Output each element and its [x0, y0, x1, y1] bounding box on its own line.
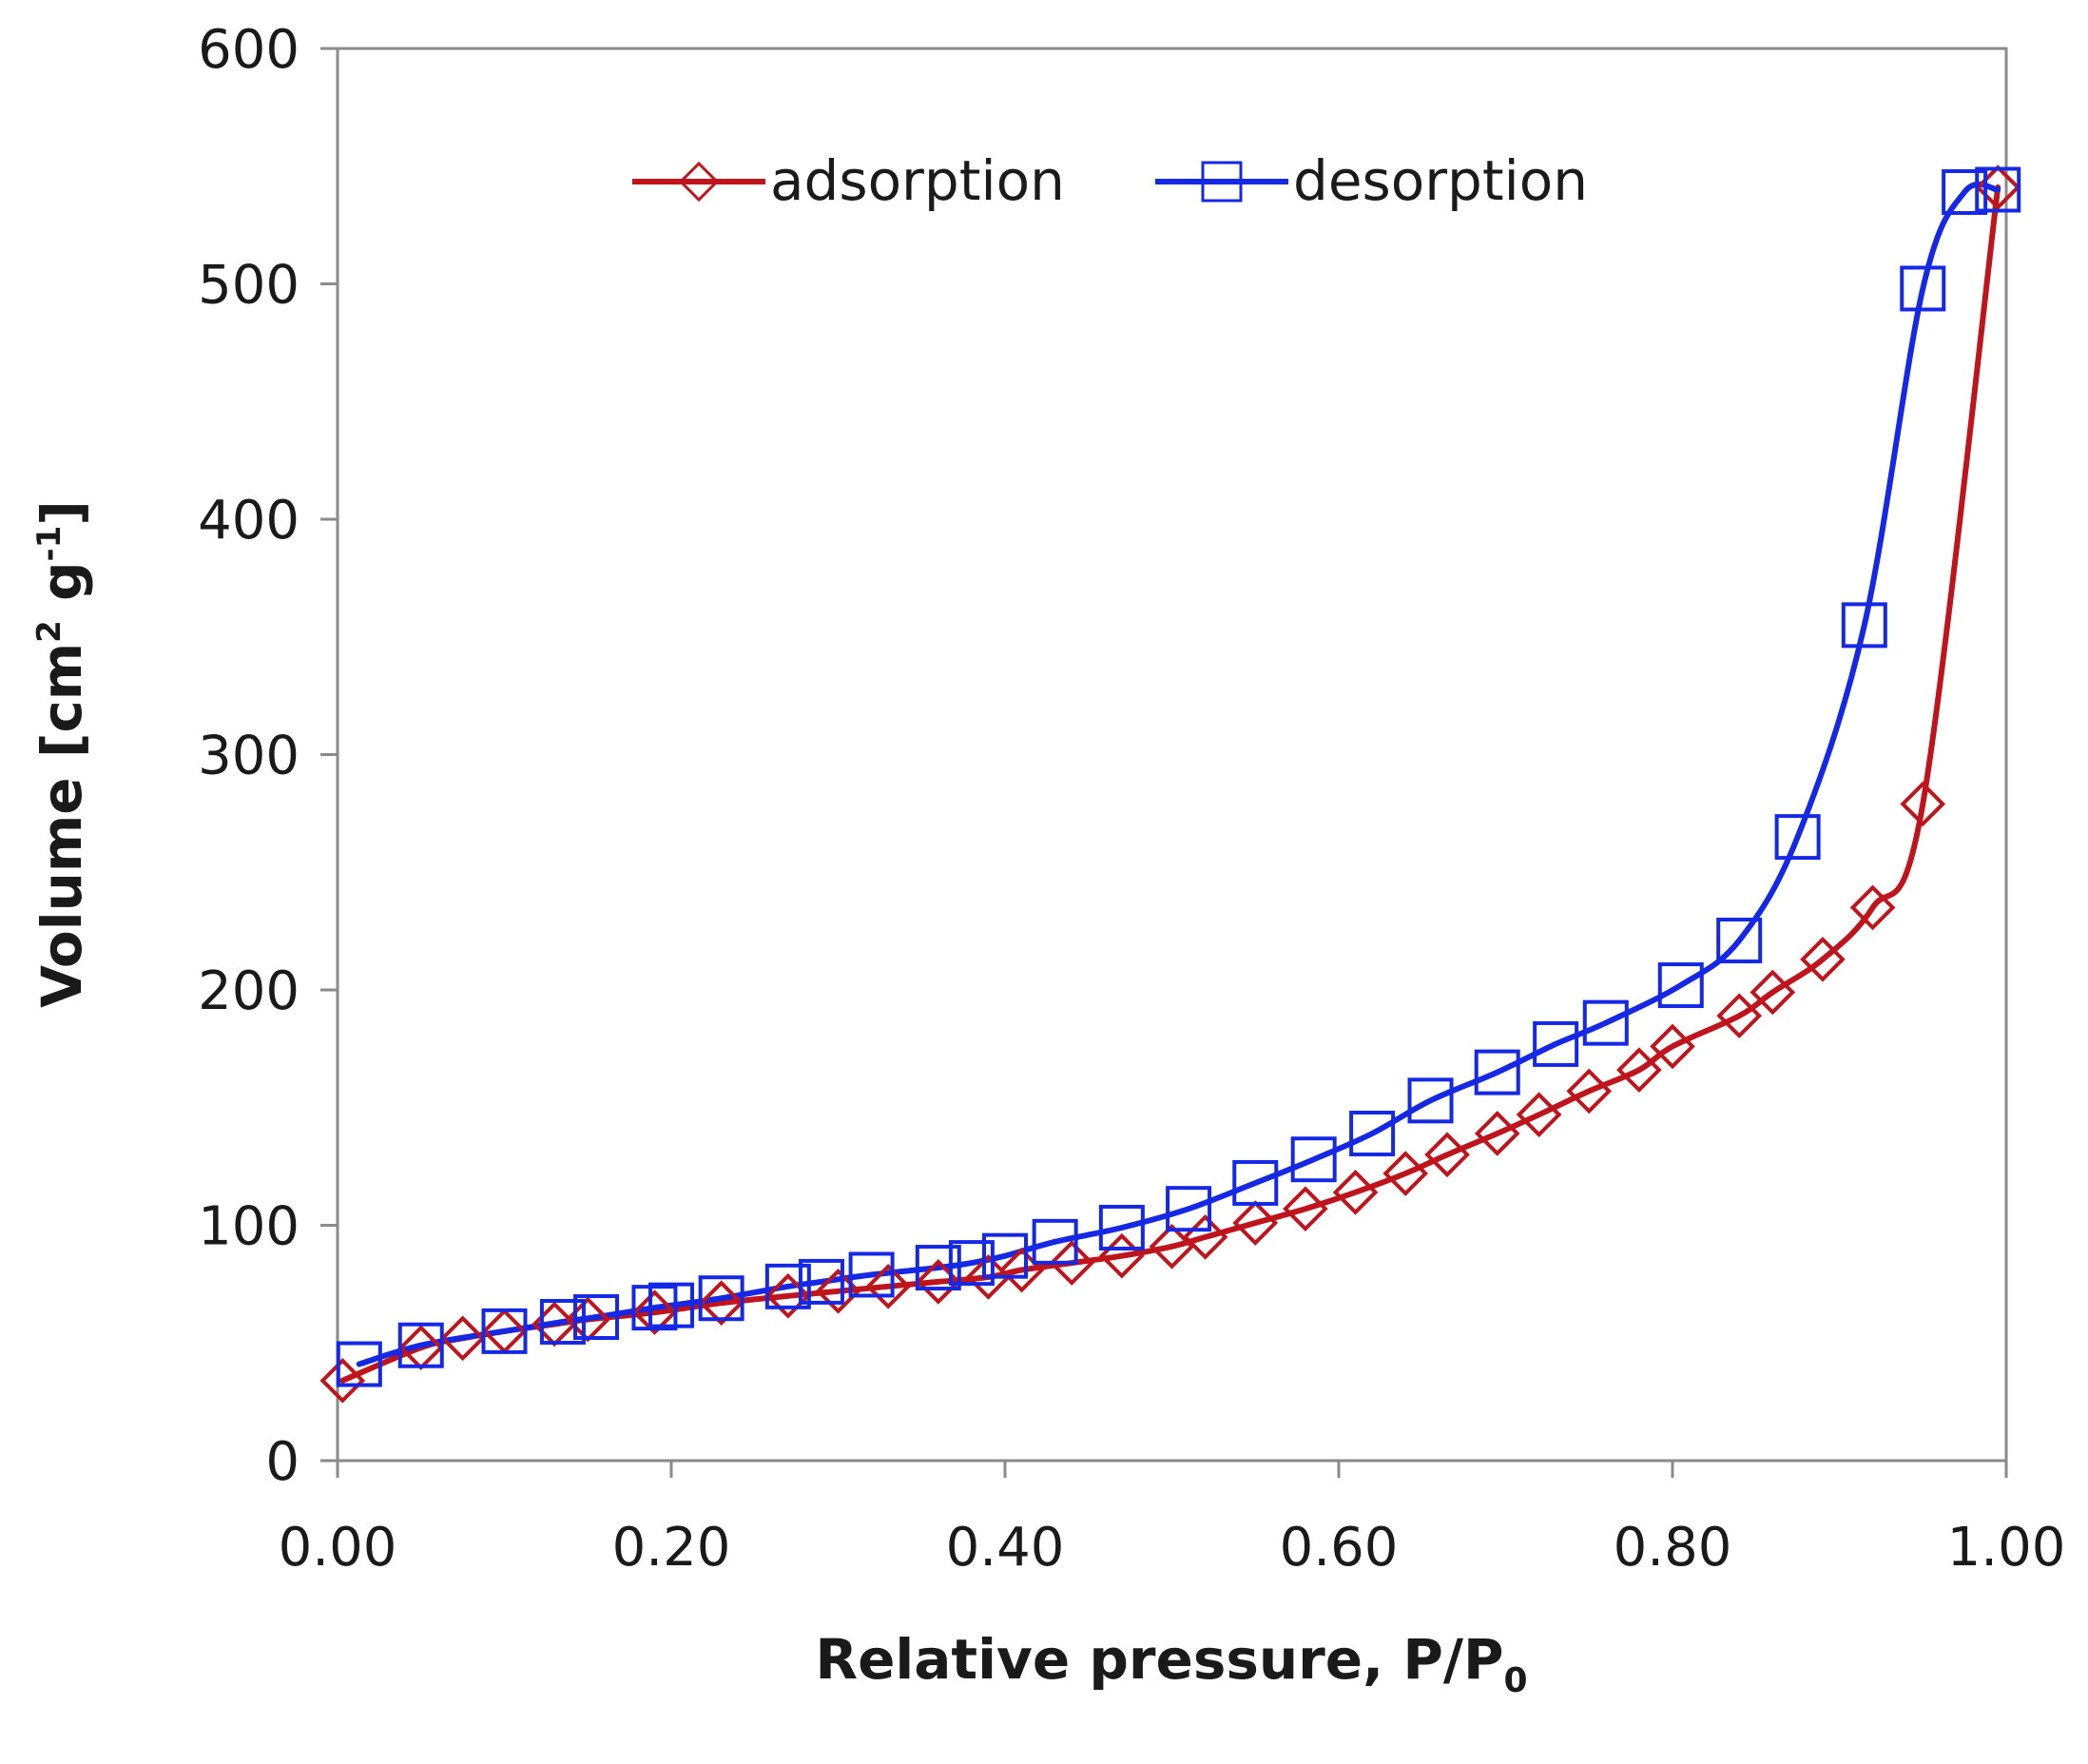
- y-tick-label: 600: [198, 19, 300, 81]
- marker-desorption: [1716, 918, 1763, 964]
- marker-adsorption: [1474, 1111, 1520, 1156]
- markers-layer: [319, 165, 2021, 1404]
- x-axis-title-sub: 0: [1504, 1661, 1528, 1700]
- marker-desorption: [1657, 962, 1704, 1009]
- marker-desorption: [1166, 1186, 1212, 1232]
- y-axis-title-sup1: 2: [30, 620, 68, 643]
- legend-label-adsorption: adsorption: [770, 148, 1065, 213]
- marker-adsorption: [865, 1264, 911, 1309]
- marker-adsorption: [1750, 969, 1796, 1016]
- marker-desorption: [915, 1245, 961, 1291]
- series-layer: [339, 181, 2001, 1384]
- legend: adsorption desorption: [632, 148, 1588, 213]
- x-tick-label: 0.40: [946, 1517, 1065, 1579]
- x-tick-label: 0.20: [612, 1517, 731, 1579]
- marker-desorption: [798, 1258, 844, 1305]
- marker-desorption: [948, 1240, 995, 1287]
- marker-desorption: [698, 1275, 744, 1322]
- marker-desorption: [848, 1251, 895, 1298]
- marker-adsorption: [1382, 1151, 1429, 1196]
- series-line-adsorption: [339, 184, 2001, 1384]
- marker-adsorption: [1516, 1092, 1562, 1138]
- tick-labels: 0 100 200 300 400 500 600 0.00 0.20 0.40 0.60 0.80 1…: [198, 19, 2065, 1579]
- y-axis-title: Volume [cm2 g-1]: [29, 500, 94, 1008]
- marker-desorption: [1098, 1204, 1145, 1250]
- y-tick-label: 400: [198, 490, 300, 552]
- x-axis-title: Relative pressure, P/P0: [815, 1627, 1527, 1700]
- marker-desorption: [1407, 1077, 1454, 1124]
- y-axis-title-end: ]: [29, 500, 94, 526]
- legend-label-desorption: desorption: [1293, 148, 1588, 213]
- tick-marks: [320, 47, 2008, 1478]
- marker-desorption: [336, 1341, 382, 1387]
- y-tick-label: 0: [265, 1431, 300, 1493]
- marker-adsorption: [1566, 1068, 1613, 1115]
- y-tick-label: 200: [198, 960, 300, 1022]
- marker-desorption: [1533, 1020, 1579, 1067]
- marker-desorption: [1349, 1110, 1396, 1156]
- marker-desorption: [764, 1263, 811, 1309]
- y-tick-label: 500: [198, 255, 300, 317]
- marker-adsorption: [1650, 1023, 1695, 1070]
- y-axis-title-main: Volume [cm: [29, 643, 94, 1008]
- marker-desorption: [573, 1294, 620, 1341]
- marker-desorption: [1774, 814, 1821, 861]
- marker-adsorption: [1800, 936, 1846, 982]
- y-tick-label: 100: [198, 1196, 300, 1258]
- marker-desorption: [1975, 166, 2021, 213]
- marker-adsorption: [1149, 1223, 1195, 1270]
- marker-desorption: [1290, 1136, 1337, 1183]
- marker-adsorption: [1232, 1200, 1279, 1246]
- marker-desorption: [982, 1232, 1028, 1279]
- marker-adsorption: [319, 1358, 366, 1404]
- marker-desorption: [1942, 168, 1988, 215]
- x-tick-label: 0.60: [1280, 1517, 1399, 1579]
- marker-desorption: [1232, 1159, 1279, 1206]
- marker-adsorption: [631, 1289, 678, 1335]
- marker-desorption: [1900, 265, 1946, 312]
- marker-desorption: [481, 1308, 528, 1354]
- marker-adsorption: [1283, 1186, 1328, 1232]
- marker-desorption: [1474, 1049, 1520, 1095]
- marker-adsorption: [1900, 781, 1946, 827]
- marker-adsorption: [1616, 1047, 1662, 1093]
- marker-adsorption: [439, 1315, 486, 1362]
- x-tick-label: 0.00: [279, 1517, 397, 1579]
- y-axis-title-sup2: -1: [30, 526, 68, 562]
- marker-desorption: [1582, 999, 1629, 1046]
- marker-adsorption: [1332, 1170, 1379, 1215]
- x-tick-label: 1.00: [1947, 1517, 2066, 1579]
- x-tick-label: 0.80: [1614, 1517, 1732, 1579]
- marker-desorption: [1032, 1218, 1078, 1265]
- marker-adsorption: [1716, 993, 1763, 1039]
- marker-adsorption: [1849, 884, 1896, 931]
- legend-marker-adsorption: [678, 161, 720, 203]
- marker-desorption: [539, 1298, 586, 1345]
- legend-marker-desorption: [1201, 161, 1243, 203]
- y-tick-label: 300: [198, 726, 300, 787]
- marker-desorption: [397, 1322, 444, 1368]
- x-axis-title-main: Relative pressure, P/P: [815, 1627, 1503, 1692]
- marker-adsorption: [698, 1280, 744, 1327]
- marker-desorption: [648, 1282, 694, 1328]
- marker-adsorption: [1424, 1132, 1470, 1178]
- marker-desorption: [631, 1285, 678, 1331]
- y-axis-title-mid: g: [29, 561, 94, 620]
- marker-desorption: [1841, 602, 1887, 649]
- marker-adsorption: [1049, 1240, 1095, 1286]
